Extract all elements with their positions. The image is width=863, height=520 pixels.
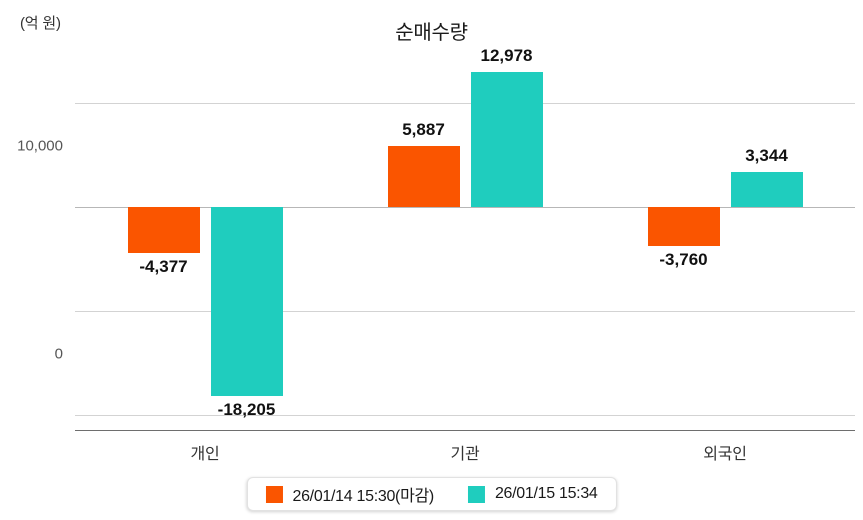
- category-label: 개인: [190, 446, 220, 463]
- bar[interactable]: [730, 172, 803, 207]
- bar[interactable]: [470, 72, 543, 207]
- bar-value-label: -18,205: [217, 400, 276, 420]
- bar-value-label: 5,887: [402, 119, 445, 139]
- y-axis-tick-label: 0: [54, 345, 63, 363]
- zero-line: 0: [55, 207, 855, 363]
- legend-item-series-2[interactable]: 26/01/15 15:34: [467, 485, 598, 503]
- category-label: 기관: [450, 446, 480, 463]
- chart-title: 순매수량: [395, 22, 468, 44]
- gridline: -10,000: [75, 311, 855, 312]
- bar[interactable]: [127, 207, 200, 253]
- legend-label-series-1: 26/01/14 15:30(마감): [292, 488, 434, 505]
- legend-item-series-1[interactable]: 26/01/14 15:30(마감): [265, 482, 434, 506]
- gridline: -20,000: [75, 415, 855, 416]
- bar[interactable]: [647, 207, 720, 247]
- bar-value-label: 3,344: [745, 146, 788, 166]
- y-axis-unit-label: (억 원): [20, 15, 61, 32]
- bar[interactable]: [387, 145, 460, 207]
- category-label: 외국인: [703, 446, 747, 463]
- y-axis-tick-label: 10,000: [17, 137, 63, 155]
- bar[interactable]: [210, 207, 283, 397]
- legend-swatch-series-2: [467, 485, 485, 503]
- chart-legend[interactable]: 26/01/14 15:30(마감) 26/01/15 15:34: [246, 477, 617, 511]
- plot-area: 10,000 0 -10,000 -20,000 -4,377 -18,205 5,887 1…: [17, 46, 855, 430]
- legend-label-series-2: 26/01/15 15:34: [494, 485, 598, 502]
- bar-value-label: -3,760: [659, 250, 708, 270]
- legend-swatch-series-1: [265, 485, 283, 503]
- x-axis-line: [75, 430, 855, 431]
- bar-value-label: -4,377: [139, 256, 188, 276]
- gridline: 10,000: [17, 103, 855, 155]
- bar-value-label: 12,978: [480, 46, 533, 66]
